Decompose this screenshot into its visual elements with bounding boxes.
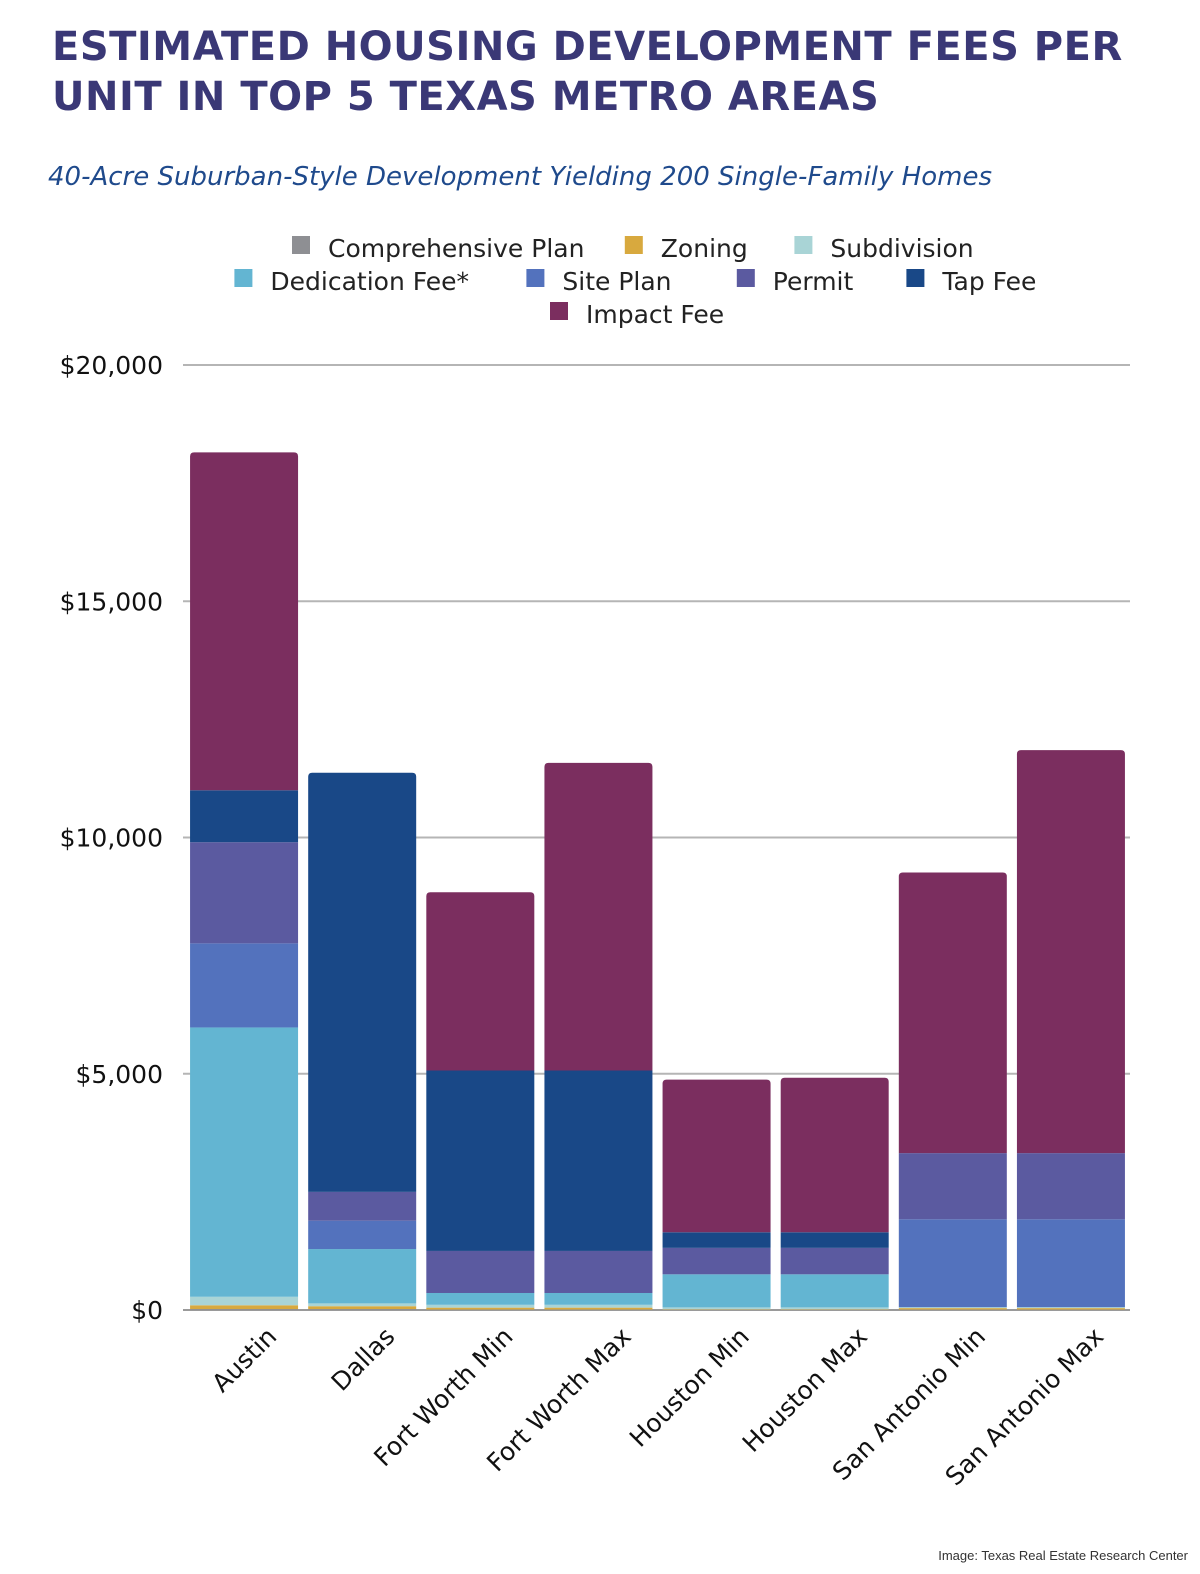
bar-segment-san-antonio-min-site-plan (898, 1219, 1007, 1308)
bar-group-austin (190, 452, 299, 1310)
bar-segment-houston-max-impact-fee (780, 1077, 889, 1233)
bar-segment-fort-worth-min-zoning (426, 1307, 535, 1310)
y-tick-label: $10,000 (60, 824, 163, 853)
bar-segment-houston-max-tap-fee (780, 1232, 889, 1248)
bar-segment-austin-subdivision (190, 1296, 299, 1306)
bar-segment-fort-worth-max-impact-fee (544, 762, 653, 1071)
bar-segment-dallas-dedication-fee (308, 1249, 417, 1304)
chart-title: ESTIMATED HOUSING DEVELOPMENT FEES PER U… (52, 24, 1123, 120)
legend-item-subdivision: Subdivision (794, 234, 974, 263)
legend-swatch (624, 236, 643, 254)
legend-item-tap-fee: Tap Fee (906, 267, 1036, 296)
x-tick-label-houston-max: Houston Max (737, 1322, 873, 1458)
legend-item-permit: Permit (736, 267, 854, 296)
bar-group-fort-worth-min (426, 892, 535, 1310)
bar-segment-san-antonio-max-zoning (1016, 1308, 1125, 1310)
y-tick-label: $20,000 (60, 351, 163, 380)
chart-legend: Comprehensive Plan Zoning Subdivision Dedic… (234, 234, 1036, 329)
legend-item-zoning: Zoning (624, 234, 748, 263)
bar-segment-austin-impact-fee (190, 452, 299, 791)
bar-segment-san-antonio-min-zoning (898, 1308, 1007, 1310)
legend-swatch (292, 236, 310, 254)
bar-segment-houston-min-dedication-fee (662, 1274, 771, 1308)
bar-segment-san-antonio-min-subdivision (898, 1307, 1007, 1309)
bar-segment-austin-site-plan (190, 943, 299, 1028)
legend-swatch (526, 269, 545, 287)
bar-segment-san-antonio-max-site-plan (1016, 1219, 1125, 1308)
y-tick-label: $0 (131, 1296, 163, 1325)
y-tick-label: $15,000 (60, 587, 163, 616)
legend-label: Permit (773, 267, 854, 296)
bar-segment-fort-worth-min-impact-fee (426, 892, 535, 1071)
legend-swatch (234, 269, 253, 287)
bar-segment-houston-max-dedication-fee (780, 1274, 889, 1308)
bar-segment-dallas-permit (308, 1191, 417, 1221)
bar-segment-fort-worth-min-tap-fee (426, 1070, 535, 1251)
legend-label: Impact Fee (586, 300, 724, 329)
legend-item-site-plan: Site Plan (526, 267, 672, 296)
bar-segment-dallas-site-plan (308, 1220, 417, 1250)
legend-label: Dedication Fee* (270, 267, 469, 296)
bar-segment-fort-worth-max-permit (544, 1250, 653, 1293)
legend-swatch (794, 236, 813, 254)
bar-segment-san-antonio-max-subdivision (1016, 1307, 1125, 1309)
bar-segment-fort-worth-min-subdivision (426, 1304, 535, 1308)
bar-segment-houston-max-permit (780, 1247, 889, 1275)
legend-label: Subdivision (830, 234, 973, 263)
x-tick-label-austin: Austin (206, 1322, 282, 1398)
legend-item-comprehensive-plan: Comprehensive Plan (292, 234, 584, 263)
y-axis: $0 $5,000 $10,000 $15,000 $20,000 (60, 351, 163, 1325)
bar-group-dallas (308, 772, 417, 1310)
legend-swatch (736, 269, 755, 287)
bar-segment-houston-min-permit (662, 1247, 771, 1275)
bar-segment-houston-min-subdivision (662, 1307, 771, 1310)
bar-segment-dallas-comprehensive-plan (308, 1309, 417, 1310)
legend-label: Comprehensive Plan (328, 234, 584, 263)
legend-label: Zoning (661, 234, 748, 263)
bar-segment-san-antonio-min-permit (898, 1153, 1007, 1220)
bar-segment-dallas-tap-fee (308, 772, 417, 1192)
bar-segment-houston-max-subdivision (780, 1307, 889, 1310)
bar-segment-dallas-zoning (308, 1306, 417, 1310)
bar-segment-dallas-subdivision (308, 1303, 417, 1307)
x-tick-label-dallas: Dallas (326, 1322, 401, 1397)
image-credit: Image: Texas Real Estate Research Center (938, 1548, 1188, 1563)
bar-segment-fort-worth-max-zoning (544, 1307, 653, 1310)
legend-swatch (550, 302, 568, 320)
bar-segment-houston-min-impact-fee (662, 1079, 771, 1233)
bar-segment-houston-min-tap-fee (662, 1232, 771, 1248)
bar-segment-fort-worth-max-tap-fee (544, 1070, 653, 1251)
bar-group-san-antonio-min (898, 872, 1007, 1310)
legend-item-impact-fee: Impact Fee (550, 300, 724, 329)
bar-segment-fort-worth-min-permit (426, 1250, 535, 1293)
bar-group-fort-worth-max (544, 762, 653, 1310)
bar-segment-austin-dedication-fee (190, 1027, 299, 1297)
bar-segment-austin-tap-fee (190, 790, 299, 843)
bar-group-san-antonio-max (1016, 750, 1125, 1310)
legend-label: Site Plan (562, 267, 671, 296)
bar-segment-san-antonio-max-permit (1016, 1153, 1125, 1220)
bar-segment-fort-worth-min-dedication-fee (426, 1292, 535, 1305)
bar-segment-austin-zoning (190, 1305, 299, 1310)
bar-segment-austin-permit (190, 842, 299, 944)
x-tick-label-houston-min: Houston Min (624, 1322, 755, 1453)
bar-segment-fort-worth-max-subdivision (544, 1304, 653, 1308)
bar-segment-austin-comprehensive-plan (190, 1309, 299, 1310)
bar-group-houston-max (780, 1077, 889, 1310)
bar-segment-fort-worth-max-dedication-fee (544, 1292, 653, 1305)
y-tick-label: $5,000 (76, 1060, 163, 1089)
chart-subtitle: 40-Acre Suburban-Style Development Yield… (48, 162, 992, 192)
legend-swatch (906, 269, 925, 287)
bars (190, 452, 1125, 1310)
bar-segment-san-antonio-min-impact-fee (898, 872, 1007, 1154)
legend-label: Tap Fee (941, 267, 1036, 296)
bar-group-houston-min (662, 1079, 771, 1310)
bar-segment-san-antonio-max-impact-fee (1016, 750, 1125, 1154)
legend-item-dedication-fee: Dedication Fee* (234, 267, 469, 296)
